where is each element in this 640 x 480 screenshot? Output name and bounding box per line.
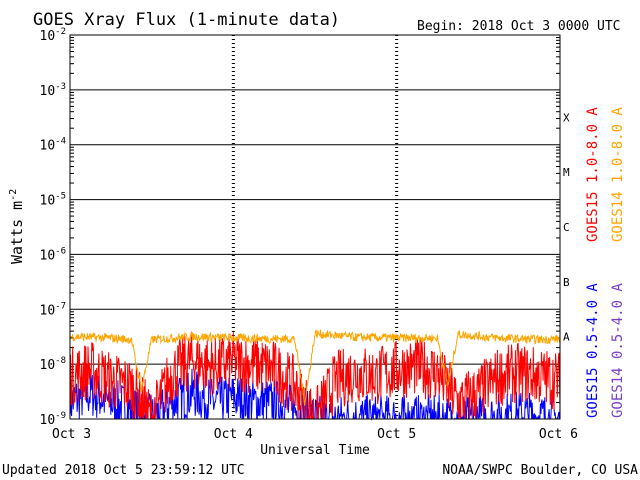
legend: GOES15 1.0-8.0 A GOES14 1.0-8.0 A GOES15 0… [585,107,626,418]
y-tick-label: 10-5 [40,192,67,209]
x-tick-label: Oct 3 [52,427,91,442]
flare-class-label: B [563,276,570,289]
flare-class-labels: A B C M X [563,111,570,343]
y-tick-label: 10-3 [40,82,67,99]
y-tick-label: 10-6 [40,246,67,263]
y-tick-label: 10-7 [40,301,67,318]
flare-class-label: X [563,111,570,124]
y-axis-label: Watts m-2 [8,189,26,264]
chart-title: GOES Xray Flux (1-minute data) [33,10,340,30]
y-tick-label: 10-4 [40,137,67,154]
plot-frame [69,34,561,420]
series-layer [69,329,561,421]
y-tick-labels: 10-9 10-8 10-7 10-6 10-5 10-4 10-3 10-2 [40,27,67,428]
legend-entry: GOES14 0.5-4.0 A [610,283,626,418]
y-tick-label: 10-2 [40,27,67,44]
y-tick-label: 10-8 [40,356,67,373]
legend-entry: GOES14 1.0-8.0 A [610,107,626,242]
x-tick-label: Oct 6 [539,427,578,442]
flare-class-label: C [563,221,570,234]
credit-label: NOAA/SWPC Boulder, CO USA [442,463,638,478]
begin-label: Begin: 2018 Oct 3 0000 UTC [417,19,621,34]
x-tick-label: Oct 4 [214,427,253,442]
flare-class-label: M [563,166,570,179]
legend-entry: GOES15 0.5-4.0 A [585,283,601,418]
x-tick-labels: Oct 3 Oct 4 Oct 5 Oct 6 [52,427,578,442]
legend-entry: GOES15 1.0-8.0 A [585,107,601,242]
series-line [69,329,561,406]
y-tick-label: 10-9 [40,411,67,428]
updated-timestamp: Updated 2018 Oct 5 23:59:12 UTC [2,463,245,478]
x-tick-label: Oct 5 [377,427,416,442]
x-axis-label: Universal Time [260,443,370,458]
flare-class-label: A [563,331,570,344]
